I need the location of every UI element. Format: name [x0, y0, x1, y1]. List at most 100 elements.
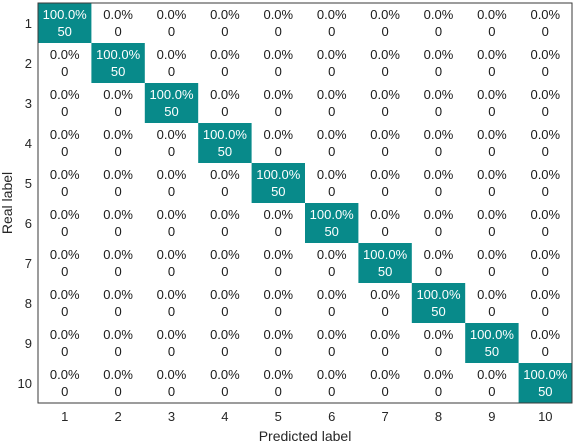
cell-percent-r9-c7: 0.0%: [370, 327, 400, 342]
cell-percent-r5-c9: 0.0%: [477, 167, 507, 182]
y-tick-8: 8: [25, 296, 32, 311]
cell-percent-r8-c10: 0.0%: [530, 287, 560, 302]
cell-percent-r2-c2: 100.0%: [96, 47, 141, 62]
cell-count-r8-c4: 0: [221, 304, 228, 319]
cell-percent-r9-c9: 100.0%: [470, 327, 515, 342]
cell-count-r9-c7: 0: [381, 344, 388, 359]
cell-percent-r9-c1: 0.0%: [50, 327, 80, 342]
cell-percent-r8-c1: 0.0%: [50, 287, 80, 302]
cell-percent-r3-c1: 0.0%: [50, 87, 80, 102]
cell-percent-r4-c6: 0.0%: [317, 127, 347, 142]
cell-percent-r2-c5: 0.0%: [263, 47, 293, 62]
cell-count-r6-c10: 0: [542, 224, 549, 239]
cell-percent-r3-c6: 0.0%: [317, 87, 347, 102]
cell-count-r1-c5: 0: [275, 24, 282, 39]
y-tick-2: 2: [25, 56, 32, 71]
cell-count-r1-c2: 0: [114, 24, 121, 39]
cell-percent-r7-c3: 0.0%: [157, 247, 187, 262]
cell-count-r3-c10: 0: [542, 104, 549, 119]
cell-percent-r6-c10: 0.0%: [530, 207, 560, 222]
cell-percent-r5-c8: 0.0%: [424, 167, 454, 182]
cell-count-r10-c1: 0: [61, 384, 68, 399]
cell-percent-r10-c10: 100.0%: [523, 367, 568, 382]
cell-count-r8-c7: 0: [381, 304, 388, 319]
cell-percent-r5-c2: 0.0%: [103, 167, 133, 182]
y-tick-10: 10: [18, 376, 32, 391]
cell-count-r6-c6: 50: [324, 224, 338, 239]
cell-percent-r5-c10: 0.0%: [530, 167, 560, 182]
cell-count-r4-c2: 0: [114, 144, 121, 159]
cell-count-r5-c6: 0: [328, 184, 335, 199]
cell-count-r3-c9: 0: [488, 104, 495, 119]
cell-percent-r3-c7: 0.0%: [370, 87, 400, 102]
cell-percent-r4-c10: 0.0%: [530, 127, 560, 142]
cell-percent-r6-c9: 0.0%: [477, 207, 507, 222]
x-tick-10: 10: [538, 409, 552, 424]
cell-percent-r10-c5: 0.0%: [263, 367, 293, 382]
cell-count-r5-c8: 0: [435, 184, 442, 199]
cell-percent-r6-c2: 0.0%: [103, 207, 133, 222]
cell-percent-r8-c2: 0.0%: [103, 287, 133, 302]
cell-percent-r9-c5: 0.0%: [263, 327, 293, 342]
cell-fill-r6-c6: [305, 203, 359, 243]
cell-percent-r1-c4: 0.0%: [210, 7, 240, 22]
y-tick-9: 9: [25, 336, 32, 351]
cell-count-r1-c6: 0: [328, 24, 335, 39]
cell-percent-r4-c3: 0.0%: [157, 127, 187, 142]
y-tick-5: 5: [25, 176, 32, 191]
y-tick-labels: 1 2 3 4 5 6 7 8 9 10: [18, 16, 32, 391]
cell-percent-r7-c1: 0.0%: [50, 247, 80, 262]
cell-percent-r3-c9: 0.0%: [477, 87, 507, 102]
cell-percent-r6-c8: 0.0%: [424, 207, 454, 222]
cell-percent-r10-c6: 0.0%: [317, 367, 347, 382]
x-tick-3: 3: [168, 409, 175, 424]
cell-count-r9-c4: 0: [221, 344, 228, 359]
cell-percent-r5-c6: 0.0%: [317, 167, 347, 182]
cell-percent-r5-c1: 0.0%: [50, 167, 80, 182]
cell-count-r4-c3: 0: [168, 144, 175, 159]
cell-percent-r3-c10: 0.0%: [530, 87, 560, 102]
cell-count-r4-c7: 0: [381, 144, 388, 159]
cell-count-r6-c9: 0: [488, 224, 495, 239]
cell-percent-r1-c6: 0.0%: [317, 7, 347, 22]
cell-count-r6-c8: 0: [435, 224, 442, 239]
cell-fill-r5-c5: [251, 163, 305, 203]
cell-count-r1-c10: 0: [542, 24, 549, 39]
cell-count-r2-c4: 0: [221, 64, 228, 79]
cell-count-r4-c4: 50: [218, 144, 232, 159]
cell-percent-r4-c2: 0.0%: [103, 127, 133, 142]
cell-count-r7-c2: 0: [114, 264, 121, 279]
cell-percent-r1-c7: 0.0%: [370, 7, 400, 22]
y-tick-7: 7: [25, 256, 32, 271]
cell-percent-r8-c5: 0.0%: [263, 287, 293, 302]
cell-percent-r6-c7: 0.0%: [370, 207, 400, 222]
cell-count-r10-c3: 0: [168, 384, 175, 399]
x-tick-9: 9: [488, 409, 495, 424]
cell-count-r9-c2: 0: [114, 344, 121, 359]
cell-count-r8-c8: 50: [431, 304, 445, 319]
cell-count-r2-c7: 0: [381, 64, 388, 79]
cell-count-r6-c7: 0: [381, 224, 388, 239]
cell-count-r7-c6: 0: [328, 264, 335, 279]
x-tick-4: 4: [221, 409, 228, 424]
cell-count-r9-c6: 0: [328, 344, 335, 359]
y-axis-label: Real label: [0, 172, 15, 234]
cell-percent-r1-c9: 0.0%: [477, 7, 507, 22]
cell-count-r5-c10: 0: [542, 184, 549, 199]
cell-count-r9-c3: 0: [168, 344, 175, 359]
cell-percent-r3-c5: 0.0%: [263, 87, 293, 102]
cell-percent-r10-c1: 0.0%: [50, 367, 80, 382]
cell-count-r10-c8: 0: [435, 384, 442, 399]
cell-percent-r5-c7: 0.0%: [370, 167, 400, 182]
cell-count-r7-c3: 0: [168, 264, 175, 279]
cell-count-r7-c4: 0: [221, 264, 228, 279]
cell-percent-r10-c2: 0.0%: [103, 367, 133, 382]
cell-percent-r4-c8: 0.0%: [424, 127, 454, 142]
cell-count-r4-c10: 0: [542, 144, 549, 159]
cell-percent-r4-c7: 0.0%: [370, 127, 400, 142]
cell-count-r6-c5: 0: [275, 224, 282, 239]
cell-count-r2-c3: 0: [168, 64, 175, 79]
cell-percent-r6-c1: 0.0%: [50, 207, 80, 222]
cell-percent-r1-c2: 0.0%: [103, 7, 133, 22]
cell-percent-r8-c4: 0.0%: [210, 287, 240, 302]
